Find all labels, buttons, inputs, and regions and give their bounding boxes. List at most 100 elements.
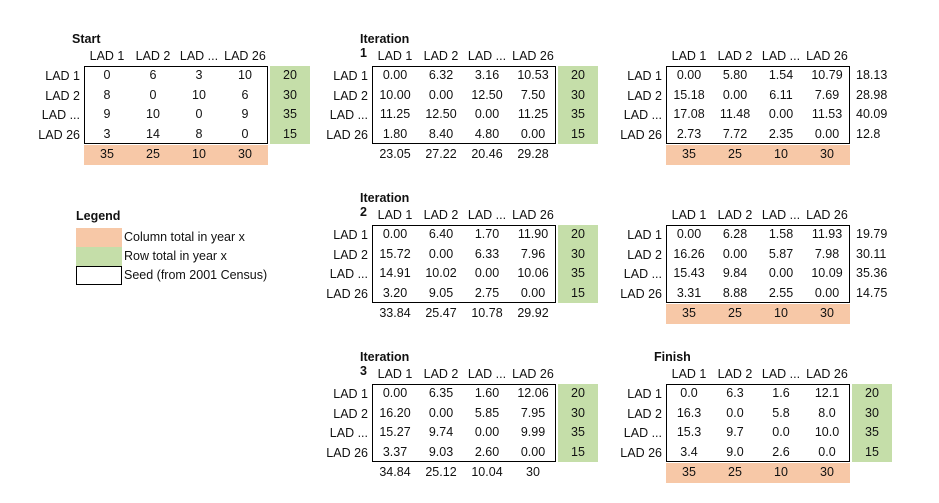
column-header: LAD 26 — [512, 367, 554, 381]
legend-label-column-total: Column total in year x — [124, 230, 245, 244]
seed-matrix-box — [372, 66, 556, 144]
matrix-cell: 3 — [195, 68, 203, 82]
seed-matrix-box — [372, 384, 556, 462]
row-header: LAD 26 — [620, 445, 662, 460]
row-total: 20 — [558, 66, 598, 86]
column-total: 25 — [712, 145, 758, 165]
matrix-cell: 14.91 — [379, 266, 411, 280]
matrix-cell: 10.53 — [517, 68, 549, 82]
row-total: 30 — [270, 85, 310, 105]
row-total: 20 — [270, 66, 310, 86]
row-header: LAD 26 — [38, 127, 80, 142]
column-total: 35 — [84, 145, 130, 165]
column-total: 30 — [804, 304, 850, 324]
matrix-cell: 7.50 — [520, 87, 546, 102]
column-total: 10 — [758, 304, 804, 324]
row-header: LAD 1 — [627, 69, 662, 83]
column-total: 30 — [526, 465, 540, 479]
column-total: 10 — [758, 145, 804, 165]
column-header: LAD ... — [467, 208, 507, 222]
matrix-cell: 16.3 — [676, 405, 702, 420]
column-total: 10 — [176, 145, 222, 165]
matrix-cell: 5.80 — [722, 68, 748, 82]
matrix-title: Finish — [654, 350, 691, 364]
column-header: LAD ... — [761, 208, 801, 222]
row-total: 15 — [558, 442, 598, 462]
matrix-cell: 1.70 — [474, 227, 500, 241]
column-total: 10.04 — [471, 465, 503, 479]
matrix-cell: 0.0 — [680, 386, 698, 400]
matrix-cell: 11.93 — [811, 227, 843, 241]
matrix-cell: 0.0 — [772, 425, 790, 439]
matrix-cell: 2.6 — [772, 444, 790, 459]
column-header: LAD 26 — [224, 49, 266, 63]
matrix-cell: 17.08 — [673, 107, 705, 121]
row-total: 35.36 — [856, 266, 888, 280]
matrix-cell: 10.0 — [814, 425, 840, 439]
seed-matrix-box — [666, 384, 850, 462]
matrix-title: Iteration 2 — [360, 191, 410, 219]
matrix-cell: 3.20 — [382, 285, 408, 300]
row-total: 30 — [558, 244, 598, 264]
matrix-cell: 9 — [241, 107, 249, 121]
row-total: 35 — [852, 423, 892, 443]
matrix-cell: 9.05 — [428, 285, 454, 300]
matrix-cell: 0.00 — [428, 405, 454, 420]
column-header: LAD 1 — [89, 49, 125, 63]
column-total: 10.78 — [471, 306, 503, 320]
matrix-cell: 0.0 — [818, 444, 836, 459]
matrix-cell: 9.03 — [428, 444, 454, 459]
column-header: LAD 2 — [135, 49, 171, 63]
matrix-cell: 12.50 — [471, 87, 503, 102]
row-total: 15 — [558, 124, 598, 144]
matrix-cell: 3.37 — [382, 444, 408, 459]
row-header: LAD ... — [329, 108, 368, 122]
column-header: LAD 2 — [717, 49, 753, 63]
matrix-cell: 0.00 — [676, 227, 702, 241]
column-header: LAD 26 — [512, 49, 554, 63]
row-total: 30.11 — [856, 246, 887, 261]
matrix-cell: 0.00 — [382, 227, 408, 241]
matrix-cell: 9.7 — [726, 425, 744, 439]
matrix-title: Iteration 3 — [360, 350, 410, 378]
matrix-cell: 10 — [238, 68, 252, 82]
matrix-cell: 10 — [192, 87, 206, 102]
matrix-cell: 2.75 — [474, 285, 500, 300]
matrix-cell: 0.00 — [722, 87, 748, 102]
column-header: LAD 2 — [717, 208, 753, 222]
column-total: 34.84 — [379, 465, 411, 479]
column-total: 10 — [758, 463, 804, 483]
matrix-cell: 12.50 — [425, 107, 457, 121]
matrix-cell: 6.3 — [726, 386, 744, 400]
matrix-cell: 1.54 — [768, 68, 794, 82]
matrix-cell: 8.0 — [818, 405, 836, 420]
column-header: LAD 2 — [423, 208, 459, 222]
matrix-cell: 5.8 — [772, 405, 790, 420]
matrix-cell: 0.00 — [676, 68, 702, 82]
matrix-cell: 6.40 — [428, 227, 454, 241]
column-total: 33.84 — [379, 306, 411, 320]
column-header: LAD ... — [179, 49, 219, 63]
seed-matrix-box — [372, 225, 556, 303]
matrix-cell: 4.80 — [474, 126, 500, 141]
matrix-cell: 0.00 — [428, 246, 454, 261]
matrix-cell: 3 — [103, 126, 111, 141]
matrix-cell: 9.84 — [722, 266, 748, 280]
matrix-cell: 2.55 — [768, 285, 794, 300]
row-header: LAD 26 — [620, 127, 662, 142]
column-header: LAD 1 — [671, 49, 707, 63]
matrix-cell: 11.25 — [379, 107, 411, 121]
matrix-cell: 6.32 — [428, 68, 454, 82]
matrix-cell: 14 — [146, 126, 160, 141]
matrix-cell: 10.00 — [379, 87, 411, 102]
row-header: LAD 1 — [333, 69, 368, 83]
matrix-cell: 6 — [241, 87, 249, 102]
column-header: LAD 2 — [423, 49, 459, 63]
column-total: 25.12 — [425, 465, 457, 479]
matrix-cell: 0 — [241, 126, 249, 141]
row-header: LAD 2 — [333, 88, 368, 103]
matrix-cell: 11.90 — [517, 227, 549, 241]
matrix-cell: 1.80 — [382, 126, 408, 141]
matrix-cell: 8 — [103, 87, 111, 102]
matrix-title: Start — [72, 32, 101, 46]
